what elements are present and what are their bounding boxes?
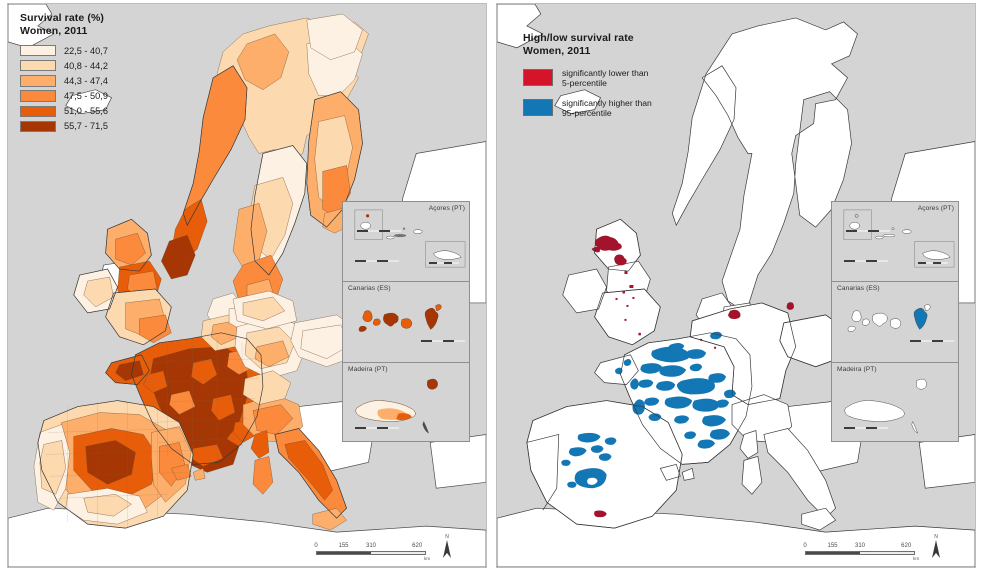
legend-item-low: significantly lower than 5-percentile <box>523 68 652 92</box>
scalebar-tick-2: 310 <box>365 542 377 549</box>
legend-swatch-6 <box>20 120 56 133</box>
scalebar-ticks: 0 155 310 620 <box>803 542 915 551</box>
scalebar-tick-0: 0 <box>803 542 807 549</box>
north-arrow: N <box>932 534 940 558</box>
legend-item: 22,5 - 40,7 <box>20 44 108 57</box>
inset-madeira-label: Madeira (PT) <box>348 366 388 373</box>
inset-canarias-scalebar <box>421 340 465 342</box>
inset-madeira-map <box>844 378 927 434</box>
inset-canarias-map <box>358 304 442 332</box>
scalebar-unit: km <box>913 556 919 561</box>
legend-swatch-5 <box>20 105 56 117</box>
scalebar-tick-0: 0 <box>314 542 318 549</box>
inset-azores: Açores (PT) <box>831 201 959 281</box>
legend-swatch-1 <box>20 44 56 57</box>
survival-rate-map-panel: Survival rate (%) Women, 2011 22,5 - 40,… <box>7 3 487 568</box>
scalebar-bar <box>316 550 426 555</box>
legend-item-high: significantly higher than 95-percentile <box>523 98 652 122</box>
inset-canarias-label: Canarias (ES) <box>348 285 391 292</box>
inset-madeira-scalebar <box>844 427 888 429</box>
inset-canarias-map <box>847 304 931 332</box>
inset-madeira: Madeira (PT) <box>831 362 959 442</box>
legend-swatch-low <box>523 69 553 86</box>
legend-swatch-high <box>523 99 553 116</box>
legend-item: 44,3 - 47,4 <box>20 74 108 87</box>
legend-label-5: 51,0 - 55,6 <box>64 106 108 117</box>
land-base <box>497 4 975 567</box>
legend-title-line2: Women, 2011 <box>20 24 88 37</box>
legend-class-list: significantly lower than 5-percentile si… <box>523 68 652 122</box>
region-british-isles <box>73 219 172 345</box>
inset-canarias: Canarias (ES) <box>342 281 470 362</box>
legend-item: 55,7 - 71,5 <box>20 120 108 133</box>
north-arrow: N <box>443 534 451 558</box>
legend-title-line2: Women, 2011 <box>523 44 591 57</box>
inset-azores-scalebar-3 <box>429 262 459 264</box>
inset-azores-scalebar-3 <box>918 262 948 264</box>
legend-label-low: significantly lower than 5-percentile <box>562 68 649 89</box>
legend-item: 47,5 - 50,9 <box>20 90 108 103</box>
significant-high-areas <box>561 331 736 489</box>
inset-boxes: Açores (PT) <box>831 201 959 442</box>
legend-title-line1: High/low survival rate <box>523 32 634 44</box>
inset-azores-scalebar-2 <box>844 260 888 262</box>
legend-label-1: 22,5 - 40,7 <box>64 45 108 56</box>
inset-azores-label: Açores (PT) <box>428 205 465 212</box>
legend-label-4: 47,5 - 50,9 <box>64 91 108 102</box>
inset-azores-scalebar-1 <box>357 230 401 232</box>
scalebar-left: 0 155 310 620 km <box>314 542 430 562</box>
legend-swatch-3 <box>20 75 56 87</box>
inset-azores-scalebar-2 <box>355 260 399 262</box>
legend-swatch-2 <box>20 59 56 72</box>
scalebar-ticks: 0 155 310 620 <box>314 542 426 551</box>
region-iberia <box>33 400 194 529</box>
scalebar-tick-1: 155 <box>338 542 349 549</box>
legend-label-6: 55,7 - 71,5 <box>64 121 108 132</box>
svg-text:N: N <box>445 534 449 540</box>
legend-label-2: 40,8 - 44,2 <box>64 60 108 71</box>
inset-azores-map <box>354 209 466 268</box>
legend-survival-rate: Survival rate (%) Women, 2011 22,5 - 40,… <box>20 12 108 135</box>
nuts-boundaries <box>45 336 259 529</box>
scalebar-tick-3: 620 <box>901 542 912 549</box>
legend-label-high: significantly higher than 95-percentile <box>562 98 652 119</box>
country-borders <box>526 218 848 529</box>
scalebar-tick-2: 310 <box>854 542 866 549</box>
significant-low-areas <box>591 235 794 518</box>
inset-boxes: Açores (PT) <box>342 201 470 442</box>
inset-azores-label: Açores (PT) <box>917 205 954 212</box>
scalebar-tick-3: 620 <box>412 542 423 549</box>
inset-canarias-scalebar <box>910 340 954 342</box>
inset-madeira-scalebar <box>355 427 399 429</box>
inset-azores: Açores (PT) <box>342 201 470 281</box>
legend-item: 40,8 - 44,2 <box>20 59 108 72</box>
inset-azores-scalebar-1 <box>846 230 890 232</box>
inset-canarias: Canarias (ES) <box>831 281 959 362</box>
legend-item: 51,0 - 55,6 <box>20 105 108 118</box>
inset-madeira: Madeira (PT) <box>342 362 470 442</box>
inset-madeira-map <box>355 378 438 434</box>
region-central-south-europe <box>171 290 359 531</box>
region-scandinavia <box>161 13 369 330</box>
scalebar-right: 0 155 310 620 km <box>803 542 919 562</box>
scalebar-unit: km <box>424 556 430 561</box>
scalebar-tick-1: 155 <box>827 542 838 549</box>
legend-title-line1: Survival rate (%) <box>20 12 104 24</box>
legend-label-3: 44,3 - 47,4 <box>64 75 108 86</box>
svg-text:N: N <box>934 534 938 540</box>
legend-class-list: 22,5 - 40,7 40,8 - 44,2 44,3 - 47,4 47,5… <box>20 44 108 133</box>
legend-swatch-4 <box>20 90 56 102</box>
high-low-survival-rate-map-panel: High/low survival rate Women, 2011 signi… <box>496 3 976 568</box>
legend-significance: High/low survival rate Women, 2011 signi… <box>523 32 652 128</box>
country-borders <box>37 65 363 529</box>
scalebar-bar <box>805 550 915 555</box>
inset-canarias-label: Canarias (ES) <box>837 285 880 292</box>
europe-significance-map <box>497 4 975 567</box>
inset-madeira-label: Madeira (PT) <box>837 366 877 373</box>
inset-azores-map <box>843 209 955 268</box>
